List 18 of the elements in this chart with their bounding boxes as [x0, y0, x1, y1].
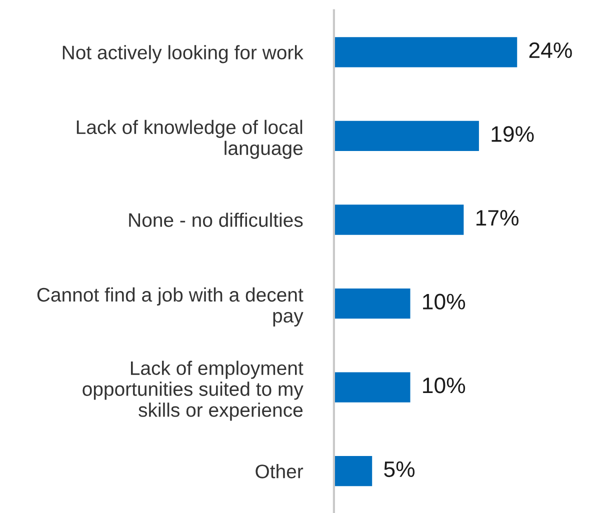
data-label: 5%	[384, 461, 415, 478]
data-label: 10%	[423, 294, 466, 310]
bar	[334, 37, 518, 68]
bar	[334, 372, 410, 402]
data-label: 17%	[476, 210, 518, 226]
y-tick-label: Lack of knowledge of local language	[76, 120, 303, 159]
data-label: 10%	[423, 378, 466, 394]
y-tick-label: Cannot find a job with a decent pay	[37, 287, 304, 326]
bar	[334, 288, 410, 319]
bar	[334, 120, 479, 152]
data-label: 24%	[529, 42, 572, 58]
bar	[334, 456, 372, 486]
y-tick-label: Lack of employment opportunities suited to my skills or experience	[82, 360, 304, 421]
y-tick-label: Not actively looking for work	[62, 45, 304, 64]
data-label: 19%	[492, 126, 534, 142]
y-tick-label: None - no difficulties	[129, 212, 303, 227]
bar	[334, 204, 464, 235]
y-tick-label: Other	[256, 464, 304, 478]
